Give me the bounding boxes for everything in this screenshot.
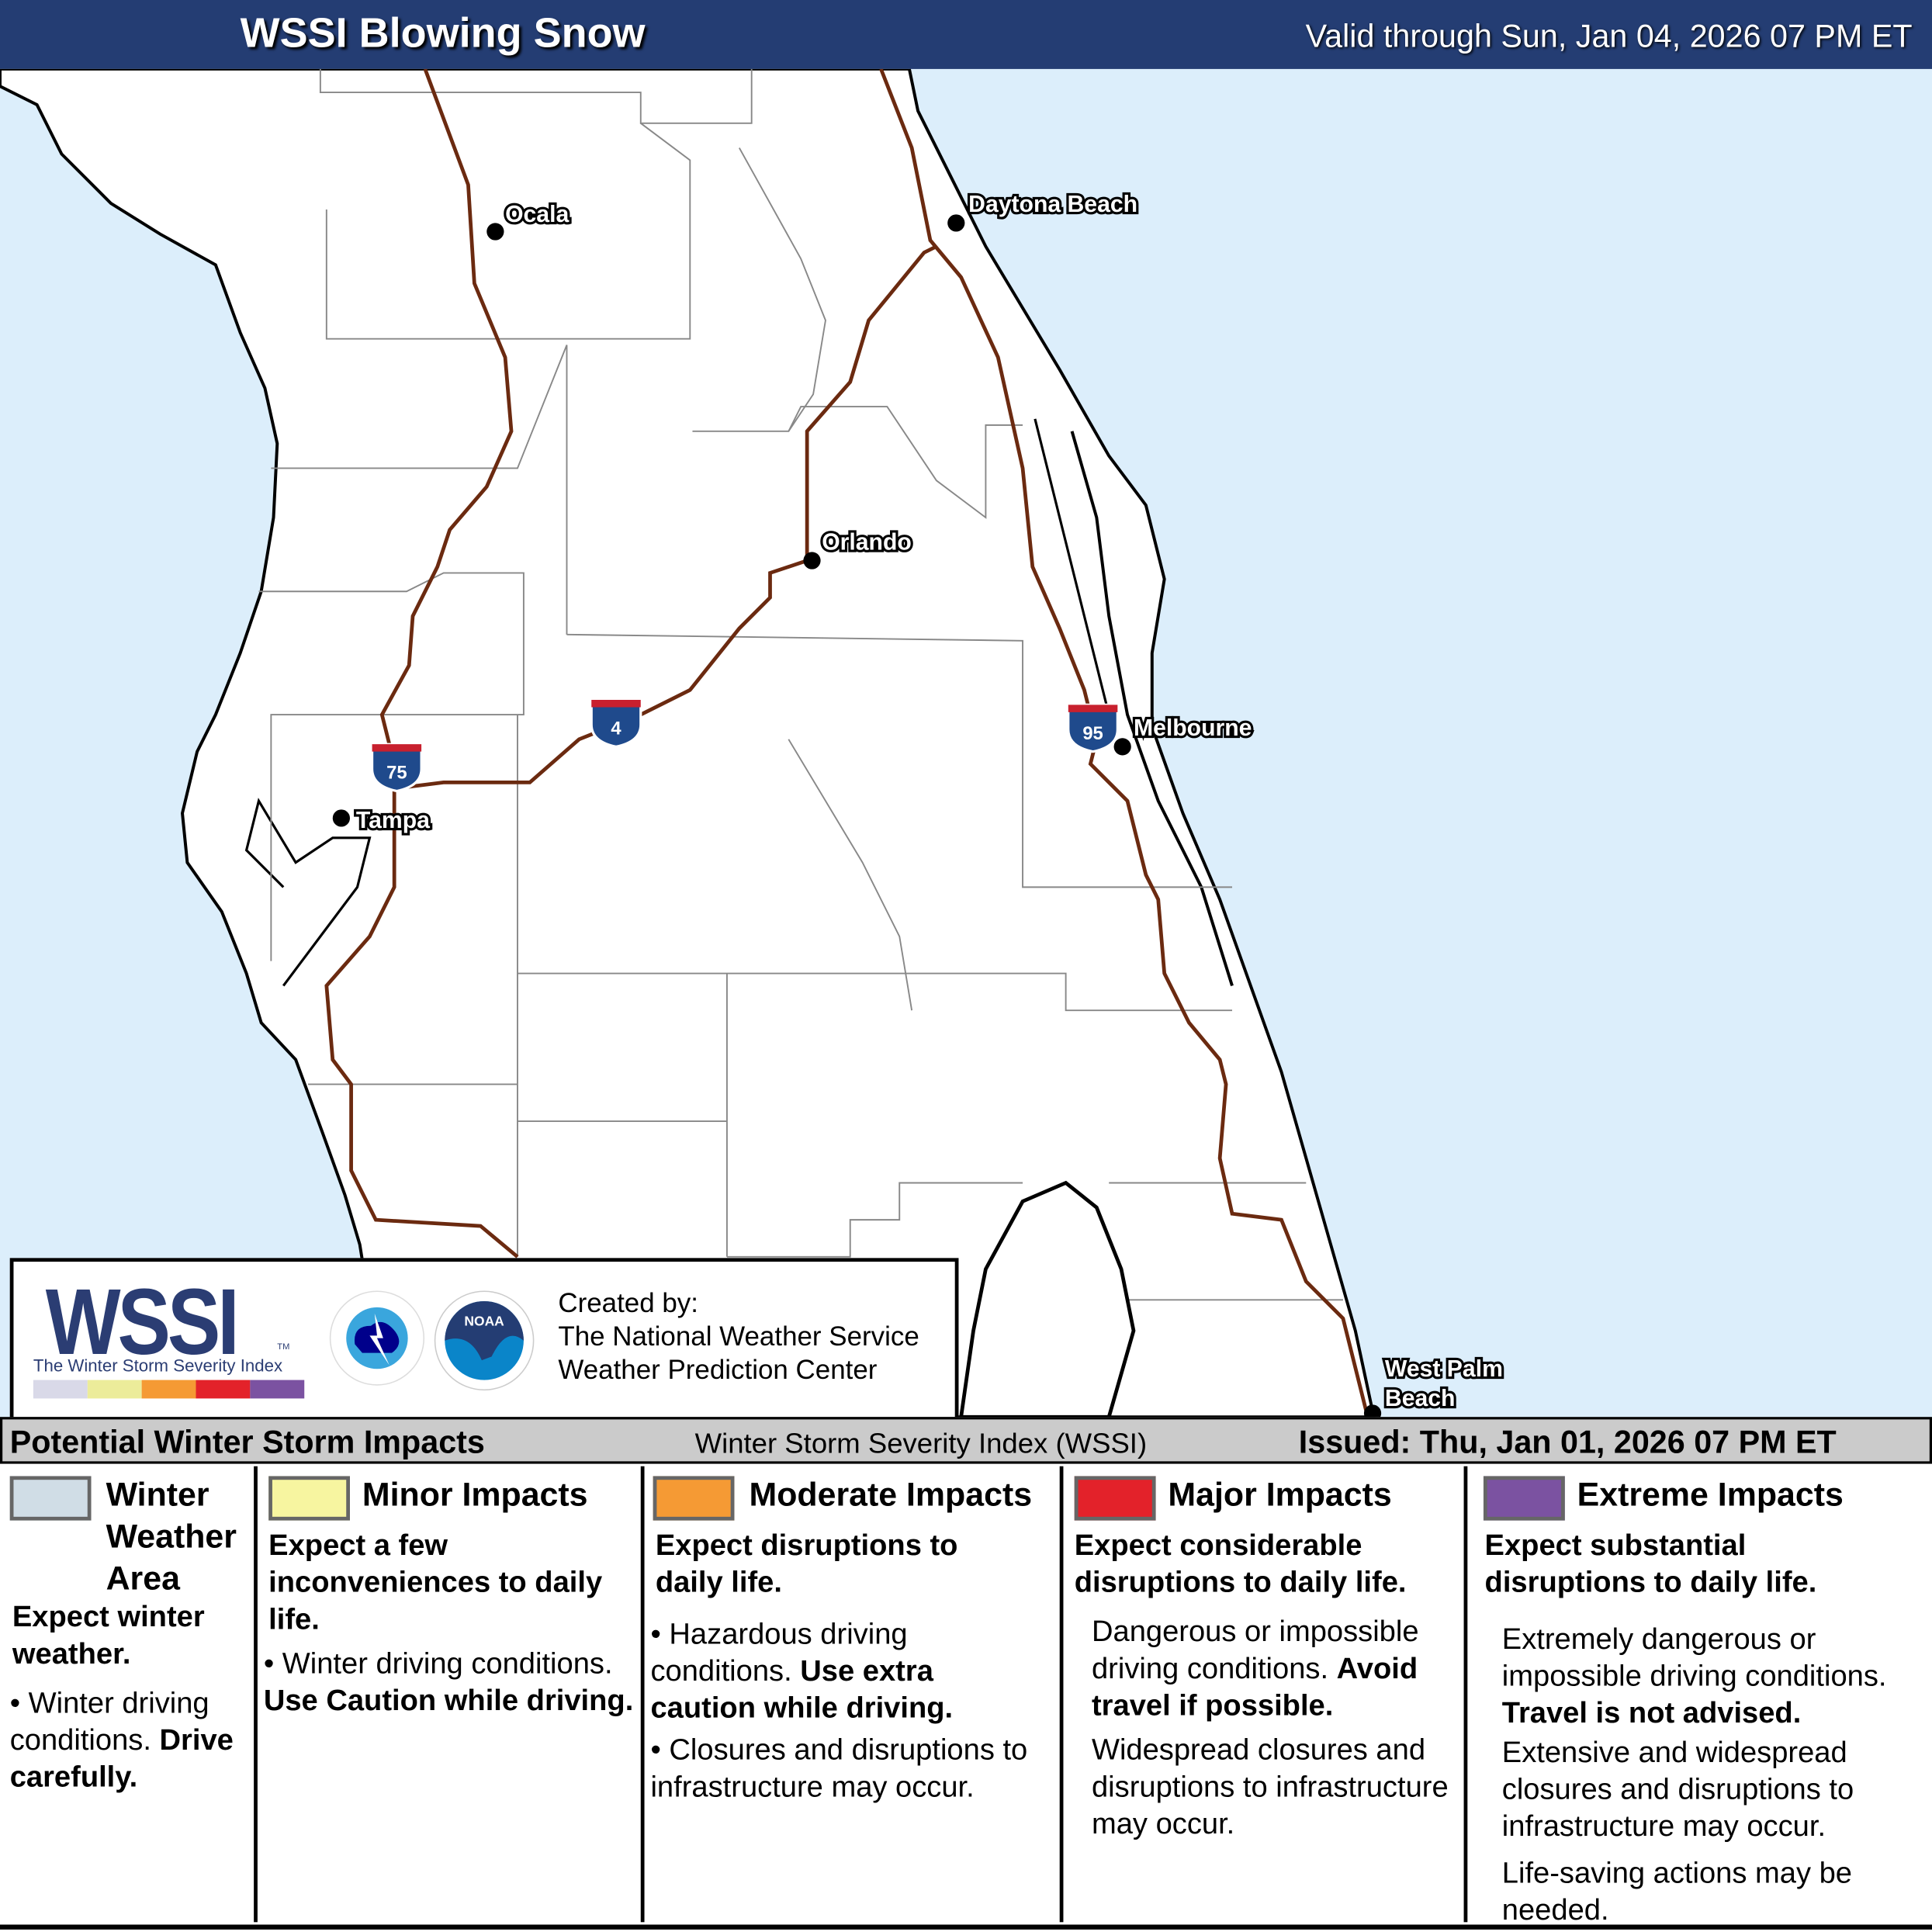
legend-major: Major Impacts Expect considerable disrup… [1065, 1466, 1465, 1923]
divider [1463, 1466, 1468, 1923]
scale-swatch [196, 1380, 251, 1399]
swatch-minor [268, 1476, 350, 1521]
legend-para: Widespread closures and disruptions to i… [1091, 1733, 1449, 1841]
swatch-extreme [1483, 1476, 1565, 1521]
scale-swatch [250, 1380, 305, 1399]
scale-swatch [141, 1380, 196, 1399]
scale-swatch [33, 1380, 88, 1399]
bullet-text: Closures and disruptions to infrastructu… [650, 1733, 1028, 1804]
legend-lead: Expect substantial disruptions to daily … [1484, 1529, 1817, 1600]
credit-text: Created by: The National Weather Service… [558, 1286, 919, 1387]
legend-moderate: Moderate Impacts Expect disruptions to d… [646, 1466, 1058, 1923]
noaa-text: NOAA [464, 1314, 504, 1329]
bullet-text: Hazardous driving conditions. [650, 1618, 908, 1688]
legend-bullet: • Winter driving conditions. Use Caution… [263, 1647, 634, 1718]
legend-title: Minor Impacts [362, 1476, 588, 1514]
legend-para: Life-saving actions may be needed. [1501, 1857, 1853, 1927]
bullet-text: Winter driving conditions. [282, 1647, 613, 1681]
created-by: Created by: [558, 1287, 698, 1319]
i75-shield: 75 [370, 743, 423, 793]
nws-logo-icon [329, 1290, 425, 1386]
wssi-logo: WSSI [45, 1270, 240, 1376]
swatch-winter [9, 1476, 92, 1521]
logo-panel: WSSI TM The Winter Storm Severity Index … [9, 1258, 959, 1421]
i4-shield: 4 [590, 698, 642, 748]
para-bold: Avoid travel if possible. [1091, 1652, 1418, 1723]
lake-okeechobee [959, 1180, 1136, 1418]
wssi-color-scale [33, 1380, 305, 1399]
status-bar: Potential Winter Storm Impacts Winter St… [0, 1417, 1932, 1464]
divider [1059, 1466, 1064, 1923]
wssi-subtitle: The Winter Storm Severity Index [33, 1355, 283, 1376]
city-west-palm: West Palm [1385, 1356, 1503, 1382]
florida-map: 75 4 95 Ocala Daytona Beach Orlando Melb… [0, 68, 1932, 1418]
city-dot-daytona [947, 214, 965, 232]
legend-lead: Expect disruptions to daily life. [655, 1529, 958, 1600]
i4-route [393, 244, 937, 791]
legend-minor: Minor Impacts Expect a few inconvenience… [258, 1466, 640, 1923]
legend-extreme: Extreme Impacts Expect substantial disru… [1469, 1466, 1932, 1927]
legend-title: Moderate Impacts [749, 1476, 1033, 1514]
bullet-bold: Use extra caution while driving. [650, 1654, 954, 1726]
swatch-moderate [653, 1476, 735, 1521]
issued-time: Issued: Thu, Jan 01, 2026 07 PM ET [1298, 1423, 1837, 1460]
bullet-bold: Drive carefully. [9, 1723, 234, 1795]
city-ocala: Ocala [505, 202, 569, 227]
org-wpc: Weather Prediction Center [558, 1354, 878, 1385]
divider [254, 1466, 258, 1923]
legend-title: Major Impacts [1168, 1476, 1392, 1514]
legend-title: Extreme Impacts [1577, 1476, 1844, 1514]
legend-title: Winter Weather Area [106, 1476, 237, 1598]
city-dot-melbourne [1113, 738, 1131, 756]
cities: Ocala Daytona Beach Orlando Melbourne Ta… [332, 189, 1505, 1418]
i75-route [324, 68, 519, 1259]
para-text: Dangerous or impossible driving conditio… [1091, 1615, 1419, 1686]
scale-swatch [87, 1380, 142, 1399]
noaa-logo-icon: NOAA [434, 1290, 535, 1391]
city-daytona-beach: Daytona Beach [968, 192, 1137, 217]
legend-winter-weather-area: Winter Weather Area Expect winter weathe… [0, 1466, 253, 1923]
index-name: Winter Storm Severity Index (WSSI) [694, 1426, 1148, 1459]
i95-route [879, 68, 1370, 1418]
city-dot-ocala [486, 223, 504, 241]
legend-bullet: • Closures and disruptions to infrastruc… [650, 1733, 1028, 1804]
swatch-major [1074, 1476, 1156, 1521]
trademark: TM [277, 1342, 290, 1352]
legend-para: Dangerous or impossible driving conditio… [1092, 1614, 1461, 1725]
i95-label: 95 [1082, 723, 1103, 744]
city-west-palm-beach: Beach [1385, 1386, 1456, 1411]
header-bar: WSSI Blowing Snow Valid through Sun, Jan… [0, 0, 1932, 69]
para-text: Extremely dangerous or impossible drivin… [1501, 1622, 1887, 1693]
para-bold: Travel is not advised. [1501, 1696, 1802, 1730]
impacts-heading: Potential Winter Storm Impacts [9, 1423, 485, 1460]
bullet-text: Winter driving conditions. [9, 1686, 209, 1757]
city-dot-orlando [803, 552, 821, 570]
highways [324, 68, 1370, 1418]
city-dot-west-palm [1363, 1404, 1382, 1418]
i95-shield: 95 [1067, 703, 1119, 753]
legend-bullet: • Winter driving conditions. Drive caref… [9, 1686, 234, 1795]
city-melbourne: Melbourne [1134, 715, 1252, 741]
legend-para: Extensive and widespread closures and di… [1501, 1736, 1854, 1844]
org-nws: The National Weather Service [558, 1321, 919, 1352]
bullet-bold: Use Caution while driving. [263, 1684, 634, 1718]
legend-lead: Expect considerable disruptions to daily… [1074, 1529, 1407, 1600]
legend-lead: Expect winter weather. [12, 1600, 205, 1671]
i4-label: 4 [611, 718, 621, 739]
county-lines [258, 68, 1343, 1301]
legend-para: Extremely dangerous or impossible drivin… [1502, 1622, 1927, 1733]
bottom-border [0, 1924, 1932, 1930]
i75-label: 75 [386, 763, 407, 784]
divider [640, 1466, 645, 1923]
valid-time: Valid through Sun, Jan 04, 2026 07 PM ET [1305, 17, 1913, 54]
map-title: WSSI Blowing Snow [240, 9, 646, 57]
legend-bullet: • Hazardous driving conditions. Use extr… [650, 1618, 954, 1726]
city-tampa: Tampa [356, 808, 430, 833]
city-orlando: Orlando [822, 529, 912, 555]
legend-lead: Expect a few inconveniences to daily lif… [268, 1529, 603, 1636]
city-dot-tampa [332, 809, 350, 827]
